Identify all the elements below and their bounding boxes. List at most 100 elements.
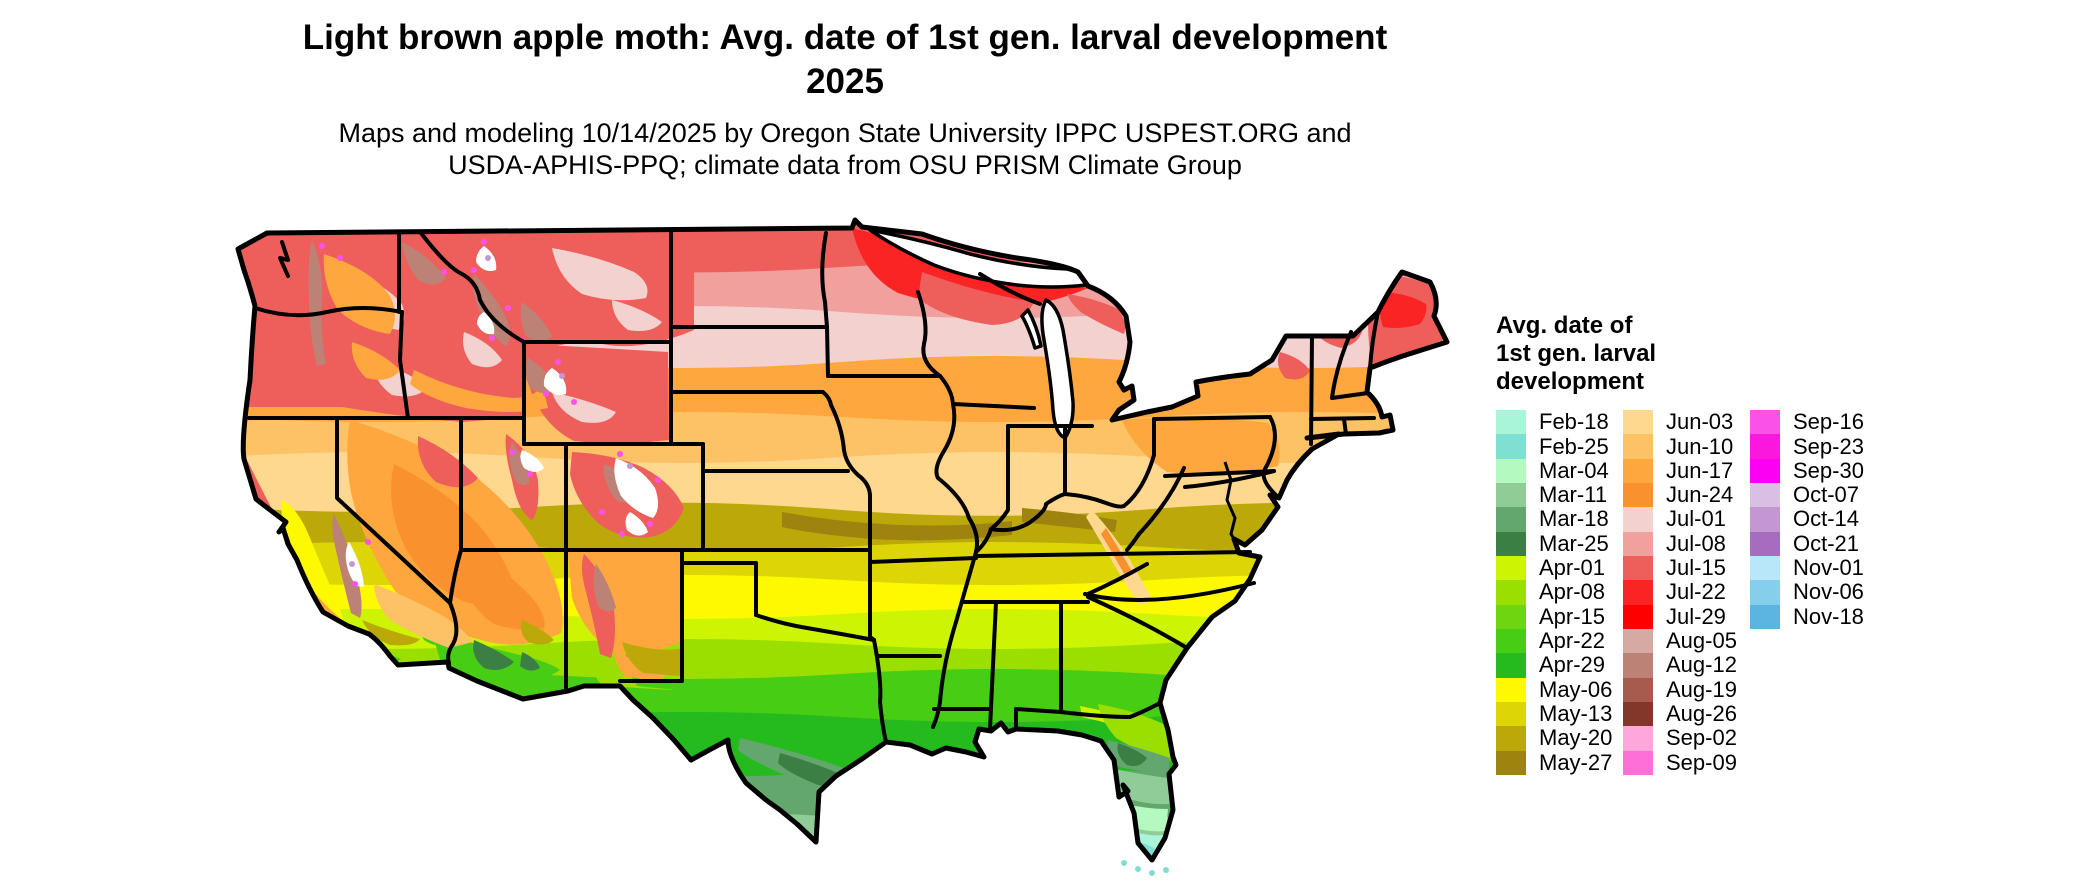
legend-entry: Feb-25	[1496, 434, 1623, 459]
header: Light brown apple moth: Avg. date of 1st…	[120, 16, 1570, 181]
legend-color-swatch	[1496, 653, 1526, 678]
legend-entry: Nov-18	[1750, 603, 1870, 629]
legend-date-label: Mar-25	[1539, 530, 1609, 556]
state-borders	[247, 231, 1380, 744]
legend-entry: Mar-04	[1496, 457, 1623, 483]
legend-date-label: Nov-18	[1793, 603, 1864, 629]
legend-color-swatch	[1496, 531, 1526, 556]
legend-date-label: May-06	[1539, 676, 1613, 702]
legend-entry: Jun-10	[1623, 434, 1750, 459]
legend-color-swatch	[1750, 580, 1780, 605]
legend-entry: May-27	[1496, 749, 1623, 775]
legend-column-1: Feb-18 Feb-25 Mar-04 Mar-11 Mar-18 Mar-25 Apr-…	[1496, 409, 1623, 775]
western-terrain-overlays	[238, 220, 694, 690]
legend-entry: Oct-21	[1750, 530, 1870, 556]
legend-entry: Apr-01	[1496, 555, 1623, 581]
legend-date-label: Oct-21	[1793, 530, 1860, 556]
legend-date-label: Aug-19	[1666, 676, 1737, 702]
legend-entry: Aug-26	[1623, 701, 1750, 727]
legend-column-2: Jun-03 Jun-10 Jun-17 Jun-24 Jul-01 Jul-08 Jul-…	[1623, 409, 1750, 775]
legend-color-swatch	[1750, 482, 1780, 508]
legend-entry: Sep-30	[1750, 457, 1870, 483]
legend-date-label: Oct-07	[1793, 482, 1860, 508]
legend-color-swatch	[1623, 628, 1653, 654]
legend-date-label: Oct-14	[1793, 506, 1860, 532]
legend-entry: Apr-29	[1496, 652, 1623, 678]
legend-color-swatch	[1496, 750, 1526, 775]
legend-date-label: Sep-30	[1793, 457, 1864, 483]
legend-entry: Oct-07	[1750, 482, 1870, 508]
florida-keys	[1121, 860, 1169, 876]
map-title: Light brown apple moth: Avg. date of 1st…	[120, 16, 1570, 104]
legend-entry: Apr-08	[1496, 579, 1623, 605]
legend-date-label: Sep-09	[1666, 749, 1737, 775]
us-outline	[235, 217, 1450, 863]
legend-color-swatch	[1623, 653, 1653, 678]
legend-title-line1: Avg. date of	[1496, 312, 1633, 339]
legend-date-label: Aug-05	[1666, 628, 1737, 654]
legend-columns: Feb-18 Feb-25 Mar-04 Mar-11 Mar-18 Mar-25 Apr-…	[1496, 409, 2086, 775]
legend-color-swatch	[1623, 555, 1653, 581]
legend-entry: Jul-01	[1623, 506, 1750, 532]
legend-color-swatch	[1496, 555, 1526, 581]
legend-color-swatch	[1750, 434, 1780, 459]
legend-entry: Apr-15	[1496, 603, 1623, 629]
legend-date-label: Feb-18	[1539, 409, 1609, 435]
legend-date-label: May-27	[1539, 749, 1613, 775]
legend-date-label: May-20	[1539, 725, 1613, 751]
legend: Avg. date of 1st gen. larval development…	[1496, 312, 2086, 775]
legend-date-label: Nov-01	[1793, 555, 1864, 581]
legend-entry: Mar-25	[1496, 530, 1623, 556]
legend-color-swatch	[1623, 750, 1653, 775]
legend-color-swatch	[1623, 434, 1653, 459]
legend-entry: Jun-24	[1623, 482, 1750, 508]
legend-entry: Feb-18	[1496, 409, 1623, 435]
legend-entry: Jun-03	[1623, 409, 1750, 435]
legend-entry: May-20	[1496, 725, 1623, 751]
legend-color-swatch	[1496, 507, 1526, 532]
legend-date-label: Jul-29	[1666, 603, 1726, 629]
legend-color-swatch	[1623, 410, 1653, 435]
legend-color-swatch	[1496, 410, 1526, 435]
legend-date-label: Jun-24	[1666, 482, 1734, 508]
legend-entry: Jul-08	[1623, 530, 1750, 556]
legend-date-label: Jun-17	[1666, 457, 1734, 483]
legend-title: Avg. date of 1st gen. larval development	[1496, 312, 2086, 396]
legend-column-3: Sep-16 Sep-23 Sep-30 Oct-07 Oct-14 Oct-21 Nov-…	[1750, 409, 1870, 775]
legend-entry: Jul-22	[1623, 579, 1750, 605]
legend-color-swatch	[1496, 604, 1526, 629]
map-title-line1: Light brown apple moth: Avg. date of 1st…	[302, 18, 1388, 57]
legend-entry: May-13	[1496, 701, 1623, 727]
legend-entry: Aug-12	[1623, 652, 1750, 678]
legend-entry: Sep-16	[1750, 409, 1870, 435]
legend-color-swatch	[1623, 726, 1653, 751]
legend-date-label: Apr-29	[1539, 652, 1606, 678]
map-subtitle-line2: USDA-APHIS-PPQ; climate data from OSU PR…	[448, 150, 1242, 180]
map-subtitle-line1: Maps and modeling 10/14/2025 by Oregon S…	[338, 118, 1352, 148]
legend-date-label: Apr-15	[1539, 603, 1606, 629]
legend-color-swatch	[1623, 482, 1653, 508]
legend-color-swatch	[1750, 531, 1780, 556]
legend-entry: Jul-29	[1623, 603, 1750, 629]
map-title-year: 2025	[806, 62, 884, 101]
legend-color-swatch	[1496, 458, 1526, 483]
legend-entry: Jul-15	[1623, 555, 1750, 581]
legend-date-label: Apr-22	[1539, 628, 1606, 654]
legend-color-swatch	[1623, 531, 1653, 556]
legend-date-label: Sep-02	[1666, 725, 1737, 751]
legend-color-swatch	[1496, 482, 1526, 508]
legend-color-swatch	[1496, 628, 1526, 654]
legend-color-swatch	[1623, 580, 1653, 605]
legend-color-swatch	[1623, 458, 1653, 483]
legend-color-swatch	[1496, 677, 1526, 702]
legend-date-label: Mar-04	[1539, 457, 1609, 483]
chesapeake-bay	[1223, 461, 1240, 546]
legend-entry: Sep-02	[1623, 725, 1750, 751]
legend-date-label: Jul-08	[1666, 530, 1726, 556]
legend-entry: Aug-19	[1623, 676, 1750, 702]
legend-title-line2: 1st gen. larval	[1496, 340, 1657, 367]
legend-date-label: Sep-23	[1793, 433, 1864, 459]
legend-color-swatch	[1496, 434, 1526, 459]
us-map	[235, 217, 1450, 876]
